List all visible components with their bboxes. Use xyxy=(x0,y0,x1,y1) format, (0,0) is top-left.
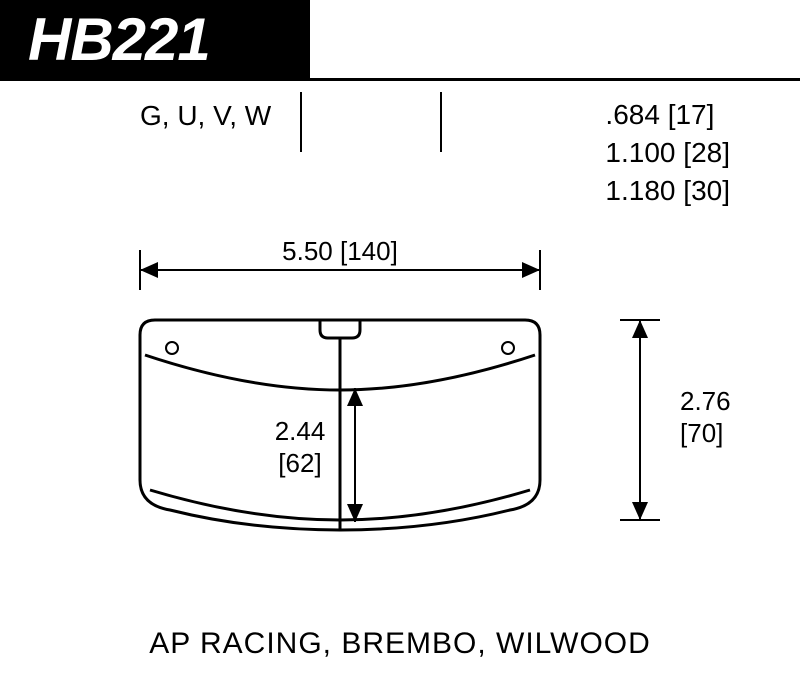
inner-height-label: 2.44 xyxy=(275,416,326,446)
thickness-list: .684 [17] 1.100 [28] 1.180 [30] xyxy=(605,96,730,209)
thickness-row: 1.180 [30] xyxy=(605,172,730,210)
outer-height-label: 2.76 xyxy=(680,386,731,416)
svg-text:[62]: [62] xyxy=(278,448,321,478)
inner-height-dimension: 2.44 [62] xyxy=(275,388,363,522)
tick-mark xyxy=(440,92,442,152)
thickness-row: 1.100 [28] xyxy=(605,134,730,172)
tick-mark xyxy=(300,92,302,152)
svg-text:[70]: [70] xyxy=(680,418,723,448)
compounds-label: G, U, V, W xyxy=(140,100,271,132)
outer-height-dimension: 2.76 [70] xyxy=(620,320,731,520)
width-dimension: 5.50 [140] xyxy=(140,236,540,290)
thickness-row: .684 [17] xyxy=(605,96,730,134)
pad-outline xyxy=(140,320,540,530)
header-bar: HB221 xyxy=(0,0,310,78)
part-number: HB221 xyxy=(28,5,210,74)
footer-text: AP RACING, BREMBO, WILWOOD xyxy=(0,627,800,661)
pad-diagram: 5.50 [140] 2.76 [70] 2 xyxy=(0,210,800,610)
divider-line xyxy=(0,78,800,81)
width-label: 5.50 [140] xyxy=(282,236,398,266)
